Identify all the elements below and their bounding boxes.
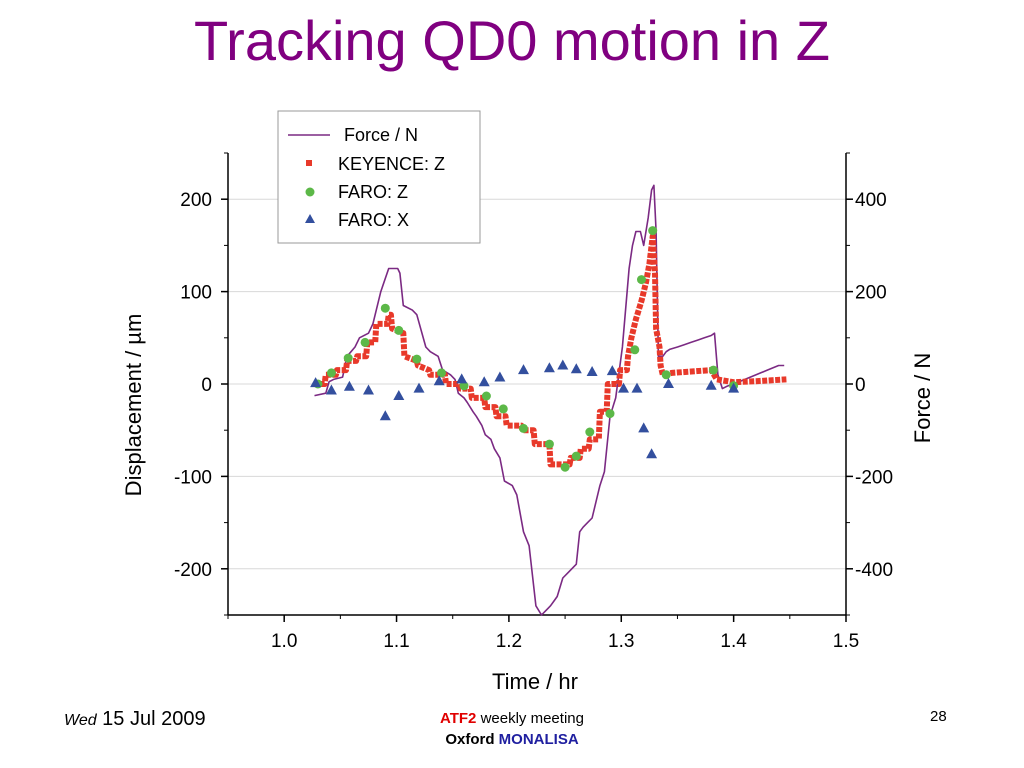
legend-label-faro-z: FARO: Z: [338, 182, 408, 202]
faro-x-point: [606, 365, 618, 376]
y-right-axis-label: Force / N: [910, 353, 935, 443]
faro-x-point: [433, 375, 445, 386]
y-right-tick-label-0: 400: [855, 190, 887, 211]
footer-date: Wed 15 Jul 2009: [64, 708, 206, 731]
axes: [221, 152, 853, 622]
faro-z-point: [544, 439, 554, 449]
footer-org-project: MONALISA: [498, 731, 579, 748]
x-tick-label-4: 1.4: [720, 631, 747, 652]
x-tick-label-0: 1.0: [271, 631, 297, 652]
footer-org: Oxford: [445, 731, 495, 748]
faro-z-point: [637, 275, 646, 285]
legend-label-force: Force / N: [344, 125, 418, 145]
faro-z-point: [380, 303, 390, 313]
footer-weekday: Wed: [64, 712, 97, 729]
faro-x-point: [705, 379, 717, 390]
faro-x-point: [343, 380, 355, 391]
footer-meeting-rest: weekly meeting: [476, 710, 584, 727]
footer-meeting: ATF2 weekly meeting Oxford MONALISA: [0, 708, 1024, 750]
slide-title: Tracking QD0 motion in Z: [194, 9, 830, 72]
legend-swatch-faro-z: [305, 187, 315, 197]
series: [310, 184, 787, 616]
faro-z-point: [585, 427, 595, 437]
faro-x-point: [663, 378, 674, 388]
x-tick-label-5: 1.5: [833, 631, 859, 652]
faro-z-point: [648, 226, 658, 236]
faro-z-point: [481, 391, 491, 401]
faro-x-point: [456, 373, 468, 384]
legend: Force / N KEYENCE: Z FARO: Z FARO: X: [277, 110, 481, 244]
faro-x-point: [618, 382, 629, 393]
y-left-tick-label-4: -200: [174, 560, 212, 581]
legend-label-keyence: KEYENCE: Z: [338, 154, 445, 174]
footer-page-number: 28: [930, 708, 947, 725]
faro-x-point: [518, 364, 529, 375]
faro-x-point: [363, 384, 374, 395]
footer-date-text: 15 Jul 2009: [102, 708, 206, 730]
tick-labels: 200 100 0 -100 -200 400 200 0 -200 -400 1.0 1.1 1.2 1…: [174, 190, 893, 652]
faro-x-point: [478, 376, 490, 387]
faro-z-point: [519, 423, 528, 433]
y-left-tick-label-0: 200: [180, 190, 212, 211]
y-right-tick-label-1: 200: [855, 283, 887, 304]
faro-x-point: [310, 377, 322, 388]
faro-z-point: [630, 345, 640, 355]
faro-z-point: [394, 325, 404, 335]
faro-z-point: [571, 451, 581, 461]
y-left-tick-label-1: 100: [180, 283, 212, 304]
legend-swatch-faro-x: [305, 214, 315, 223]
x-tick-label-1: 1.1: [383, 631, 409, 652]
faro-x-point: [379, 410, 391, 421]
faro-z-point: [412, 354, 422, 364]
faro-z-point: [343, 353, 353, 363]
y-left-tick-label-3: -100: [174, 467, 212, 488]
faro-x-point: [557, 359, 569, 370]
faro-z-point: [360, 337, 370, 347]
faro-z-point: [560, 462, 570, 472]
faro-x-point: [325, 384, 337, 395]
faro-x-point: [646, 448, 658, 459]
faro-z-point: [437, 368, 446, 378]
footer-meeting-tag: ATF2: [440, 710, 477, 727]
y-right-tick-label-2: 0: [855, 375, 866, 396]
series-force-line: [314, 184, 785, 616]
x-axis-label: Time / hr: [492, 669, 578, 694]
faro-x-point: [570, 363, 582, 374]
faro-z-point: [661, 370, 671, 380]
chart: 200 100 0 -100 -200 400 200 0 -200 -400 1.0 1.1 1.2 1…: [121, 110, 935, 694]
faro-z-point: [459, 381, 469, 391]
faro-x-point: [413, 382, 425, 393]
faro-x-point: [586, 366, 598, 376]
y-left-axis-label: Displacement / µm: [121, 314, 146, 497]
faro-x-point: [728, 382, 740, 393]
y-left-tick-label-2: 0: [201, 375, 212, 396]
y-right-tick-label-3: -200: [855, 467, 893, 488]
faro-x-point: [638, 422, 650, 433]
x-tick-label-3: 1.3: [608, 631, 634, 652]
faro-z-point: [708, 365, 718, 375]
faro-x-point: [631, 382, 643, 393]
faro-z-point: [326, 368, 336, 378]
x-tick-label-2: 1.2: [496, 631, 522, 652]
legend-swatch-keyence: [306, 160, 312, 166]
faro-x-point: [393, 390, 405, 400]
faro-x-point: [543, 362, 555, 373]
legend-label-faro-x: FARO: X: [338, 210, 409, 230]
faro-x-point: [494, 371, 506, 382]
faro-z-point: [605, 409, 615, 419]
y-right-tick-label-4: -400: [855, 560, 893, 581]
faro-z-point: [498, 404, 508, 414]
